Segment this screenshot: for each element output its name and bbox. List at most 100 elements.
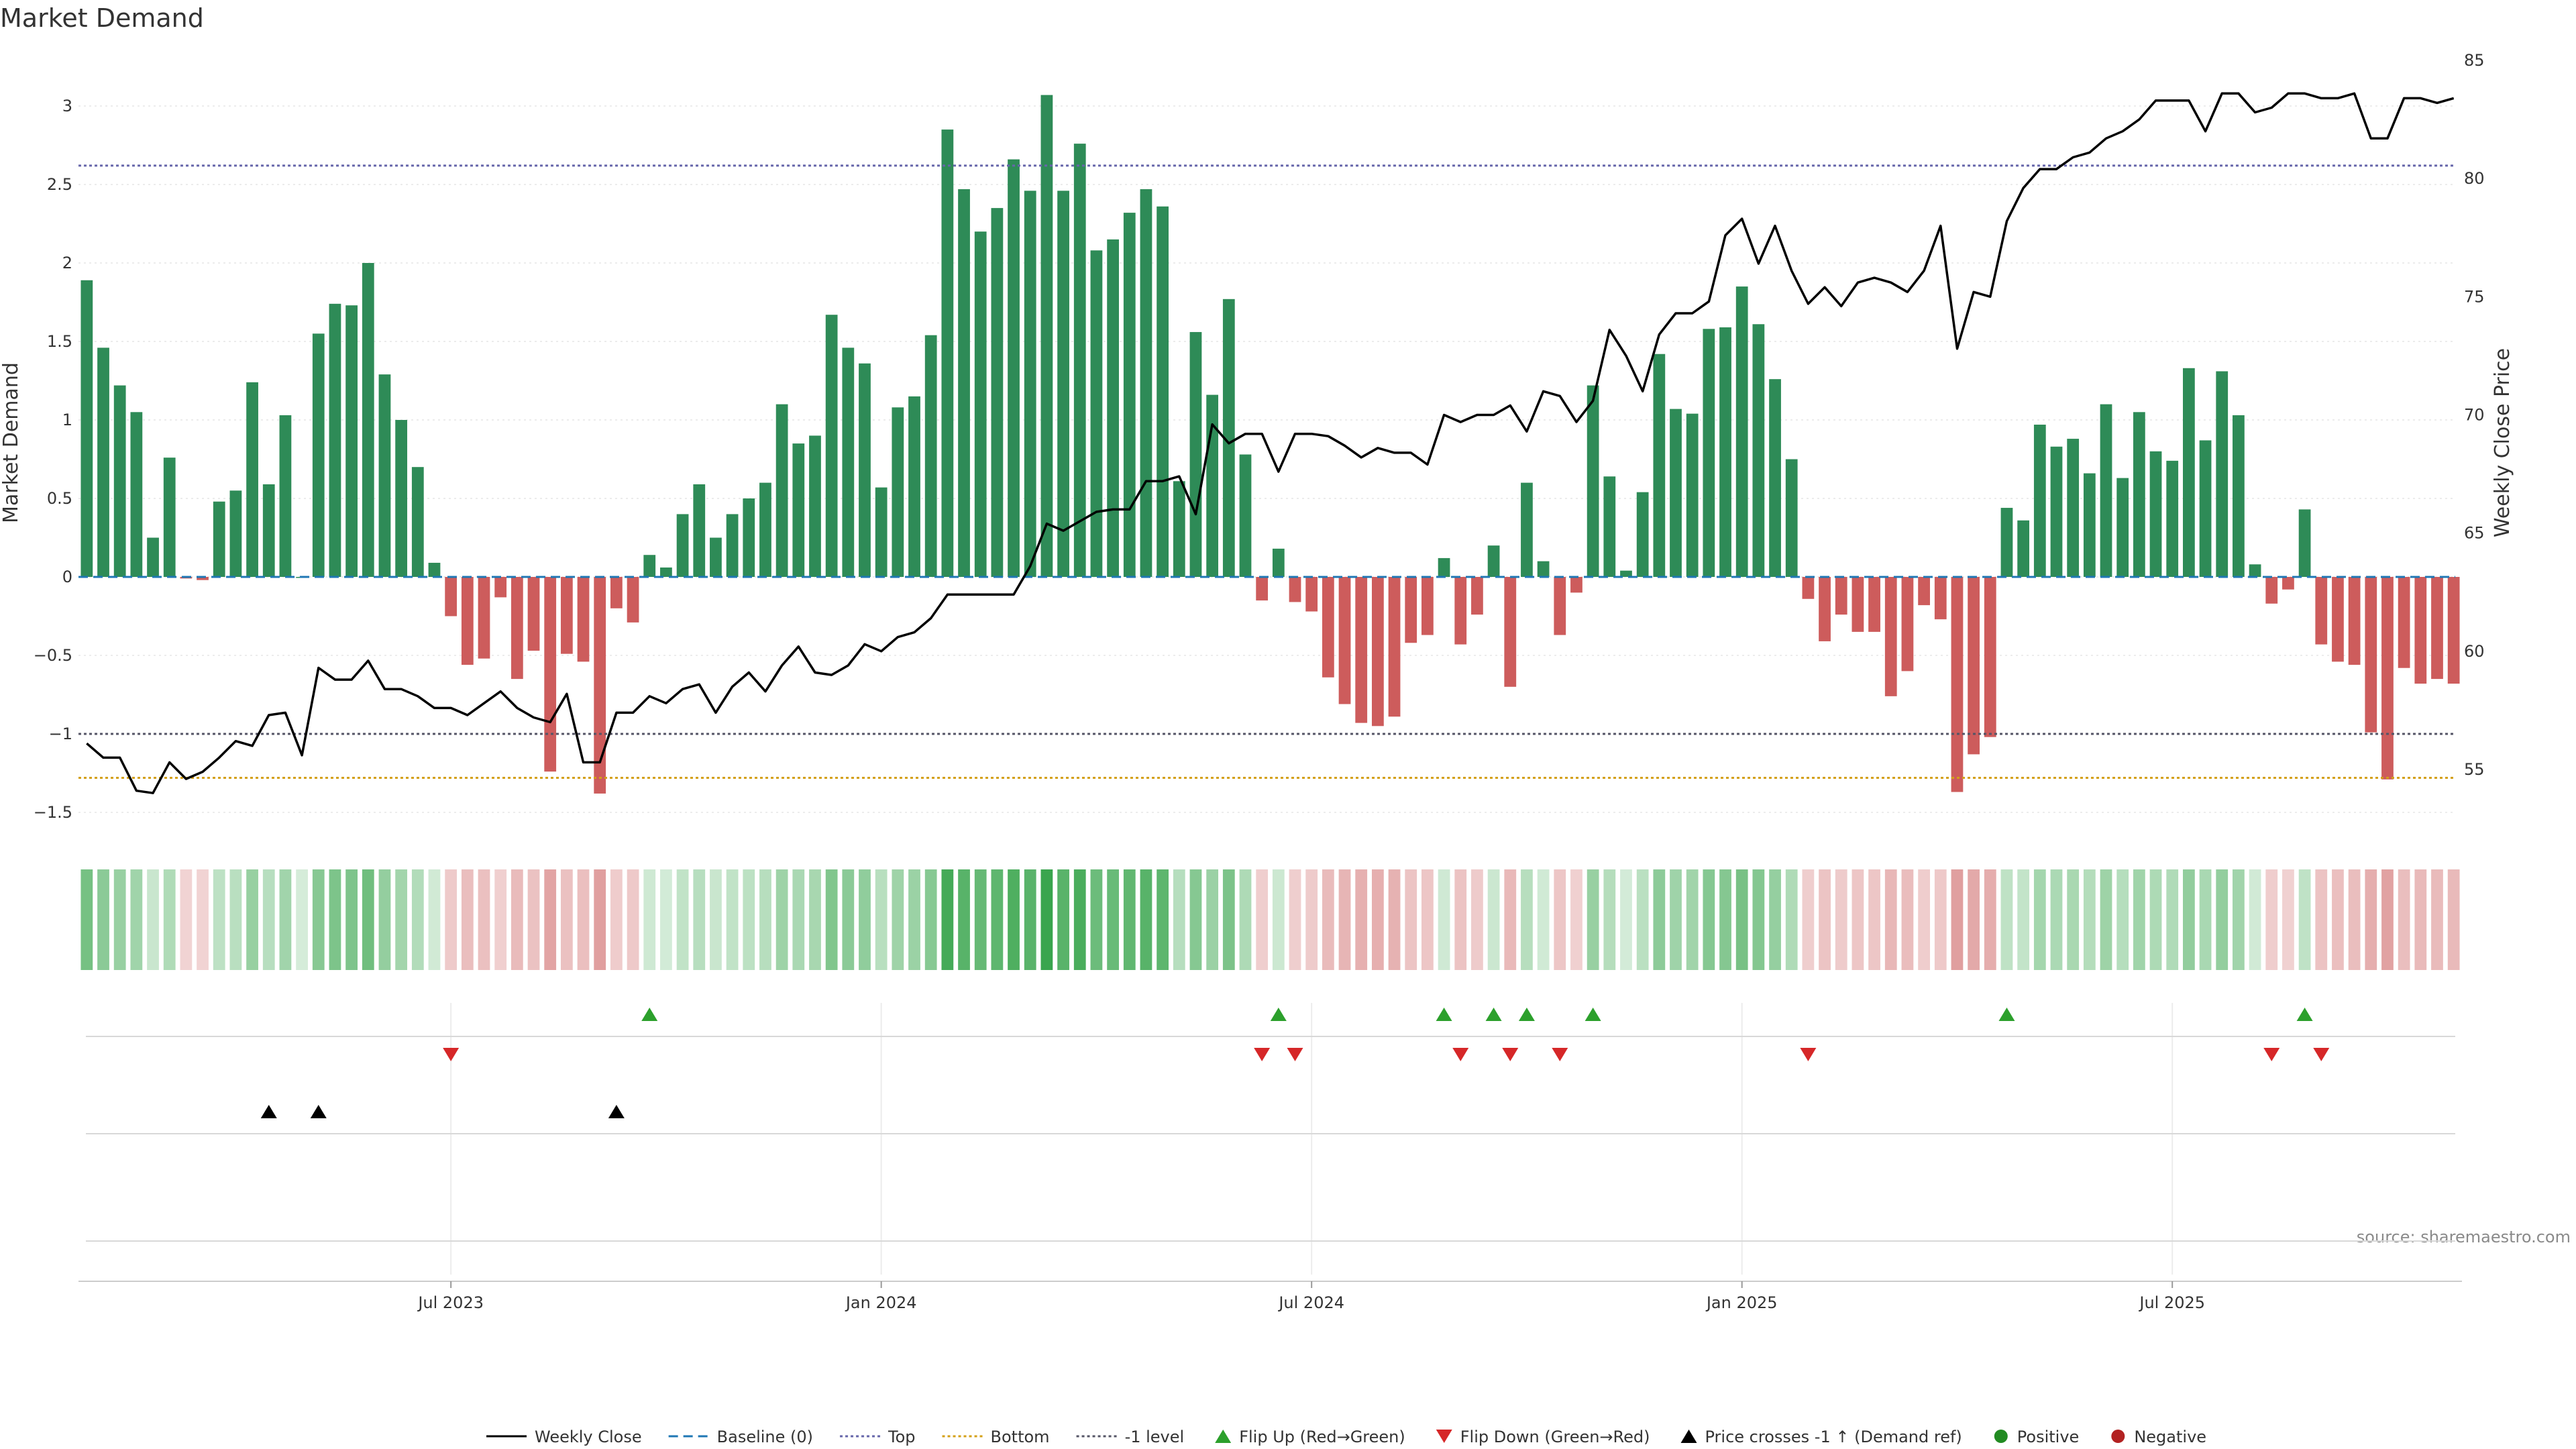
heat-cell xyxy=(1040,869,1053,970)
heat-cell xyxy=(1289,869,1301,970)
heat-cell xyxy=(1305,869,1318,970)
flip-down-marker xyxy=(1800,1048,1817,1061)
y-axis-label: Market Demand xyxy=(0,362,23,523)
flip-up-marker xyxy=(1998,1008,2015,1021)
demand-bar xyxy=(1984,577,1996,737)
y-tick-label: −1 xyxy=(49,724,72,743)
demand-bar xyxy=(1471,577,1483,615)
demand-bar xyxy=(197,577,209,580)
heat-cell xyxy=(1868,869,1880,970)
y2-tick-label: 80 xyxy=(2464,169,2485,188)
flip-down-marker xyxy=(443,1048,460,1061)
heat-cell xyxy=(1157,869,1169,970)
price-cross-marker xyxy=(608,1105,625,1118)
legend-label: -1 level xyxy=(1125,1428,1185,1446)
demand-bar xyxy=(2282,577,2294,590)
heat-cell xyxy=(246,869,258,970)
heat-cell xyxy=(2216,869,2229,970)
demand-bar xyxy=(2149,451,2162,577)
y-tick-label: 1.5 xyxy=(47,332,72,351)
demand-bar xyxy=(411,467,424,577)
heat-cell xyxy=(197,869,209,970)
heat-cell xyxy=(974,869,987,970)
heat-cell xyxy=(560,869,573,970)
heat-cell xyxy=(1735,869,1748,970)
x-tick-label: Jul 2023 xyxy=(417,1293,484,1312)
demand-bar xyxy=(362,263,374,577)
demand-bar xyxy=(1918,577,1930,606)
heat-cell xyxy=(2398,869,2410,970)
heat-cell xyxy=(213,869,225,970)
heat-cell xyxy=(1256,869,1269,970)
demand-bar xyxy=(1272,548,1285,577)
heat-cell xyxy=(1934,869,1947,970)
demand-bar xyxy=(494,577,507,598)
demand-bar xyxy=(1222,299,1235,577)
legend-swatch xyxy=(1436,1430,1452,1443)
y2-tick-label: 65 xyxy=(2464,524,2485,543)
heat-cell xyxy=(676,869,689,970)
y-tick-label: −1.5 xyxy=(34,803,72,822)
demand-heat-strip xyxy=(80,869,2460,970)
demand-bar xyxy=(445,577,458,616)
demand-bar xyxy=(2133,412,2145,577)
heat-cell xyxy=(113,869,126,970)
heat-cell xyxy=(312,869,325,970)
y-tick-label: 0.5 xyxy=(47,489,72,508)
demand-bar xyxy=(825,315,838,577)
heat-cell xyxy=(1901,869,1914,970)
demand-bar xyxy=(2265,577,2278,604)
heat-cell xyxy=(97,869,109,970)
demand-bar xyxy=(1338,577,1351,704)
demand-bar xyxy=(2315,577,2328,645)
y2-axis-ticks: 85 80 75 70 65 60 55 xyxy=(2464,51,2485,779)
demand-bar xyxy=(1868,577,1880,632)
heat-cell xyxy=(660,869,672,970)
y-tick-label: 1 xyxy=(62,411,72,429)
y2-tick-label: 70 xyxy=(2464,406,2485,425)
demand-bar xyxy=(1322,577,1334,678)
legend-label: Weekly Close xyxy=(535,1428,642,1446)
heat-cell xyxy=(1785,869,1798,970)
y-tick-label: 3 xyxy=(62,97,72,115)
heat-cell xyxy=(2332,869,2344,970)
heat-cell xyxy=(2050,869,2063,970)
heat-cell xyxy=(1338,869,1351,970)
demand-bar xyxy=(1189,331,1202,577)
demand-bar xyxy=(1438,557,1450,577)
heat-cell xyxy=(1487,869,1500,970)
demand-bar xyxy=(1851,577,1864,632)
weekly-close-series xyxy=(86,92,2455,794)
demand-bar xyxy=(875,487,888,577)
heat-cell xyxy=(594,869,606,970)
demand-bar xyxy=(1239,454,1252,577)
demand-bar xyxy=(1057,191,1069,577)
demand-bar xyxy=(1521,482,1533,577)
demand-bar xyxy=(2116,478,2129,577)
heat-cell xyxy=(908,869,920,970)
flip-up-marker xyxy=(1436,1008,1452,1021)
heat-cell xyxy=(2183,869,2195,970)
demand-bar xyxy=(743,498,755,577)
x-tick-label: Jan 2024 xyxy=(845,1293,917,1312)
heat-cell xyxy=(2033,869,2046,970)
heat-cell xyxy=(2249,869,2261,970)
heat-cell xyxy=(1620,869,1632,970)
heat-cell xyxy=(1670,869,1682,970)
heat-cell xyxy=(2431,869,2443,970)
price-cross-marker xyxy=(310,1105,327,1118)
x-tick-label: Jul 2025 xyxy=(2138,1293,2205,1312)
x-axis-ticks: Jul 2023 Jan 2024 Jul 2024 Jan 2025 Jul 2025 xyxy=(417,1281,2205,1312)
heat-cell xyxy=(1686,869,1699,970)
heat-cell xyxy=(941,869,954,970)
flip-down-marker xyxy=(1502,1048,1519,1061)
demand-bar xyxy=(1024,191,1036,577)
legend-swatch xyxy=(1994,1430,2008,1443)
flip-down-marker xyxy=(1287,1048,1303,1061)
heat-cell xyxy=(842,869,855,970)
flip-up-marker xyxy=(641,1008,658,1021)
demand-bar xyxy=(1537,561,1550,577)
demand-bar xyxy=(710,537,722,577)
flip-up-marker xyxy=(1270,1008,1287,1021)
